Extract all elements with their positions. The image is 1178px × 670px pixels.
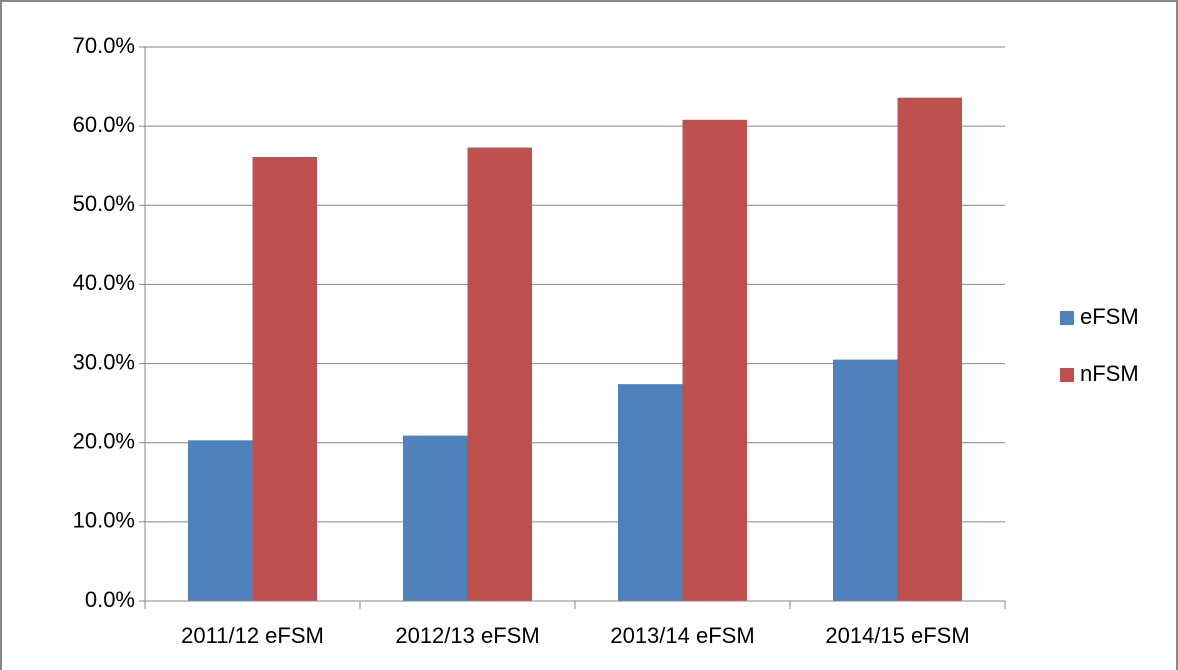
- bar: [252, 157, 317, 601]
- y-tick-label: 0.0%: [85, 587, 135, 612]
- bar: [682, 119, 747, 601]
- y-tick-label: 20.0%: [73, 429, 135, 454]
- y-tick-label: 60.0%: [73, 112, 135, 137]
- legend-swatch: [1060, 311, 1074, 325]
- legend-label: nFSM: [1080, 361, 1139, 386]
- bar: [897, 97, 962, 601]
- bar: [467, 147, 532, 602]
- x-tick-label: 2014/15 eFSM: [825, 623, 969, 648]
- bar: [403, 435, 468, 601]
- x-tick-label: 2012/13 eFSM: [395, 623, 539, 648]
- bar: [188, 440, 253, 601]
- y-tick-label: 30.0%: [73, 349, 135, 374]
- y-tick-label: 10.0%: [73, 508, 135, 533]
- y-tick-label: 50.0%: [73, 191, 135, 216]
- x-tick-label: 2013/14 eFSM: [610, 623, 754, 648]
- y-tick-label: 70.0%: [73, 33, 135, 58]
- legend-swatch: [1060, 368, 1074, 382]
- x-tick-label: 2011/12 eFSM: [181, 623, 324, 648]
- bar: [618, 384, 683, 601]
- y-tick-label: 40.0%: [73, 270, 135, 295]
- legend-label: eFSM: [1080, 304, 1139, 329]
- bar: [833, 359, 898, 601]
